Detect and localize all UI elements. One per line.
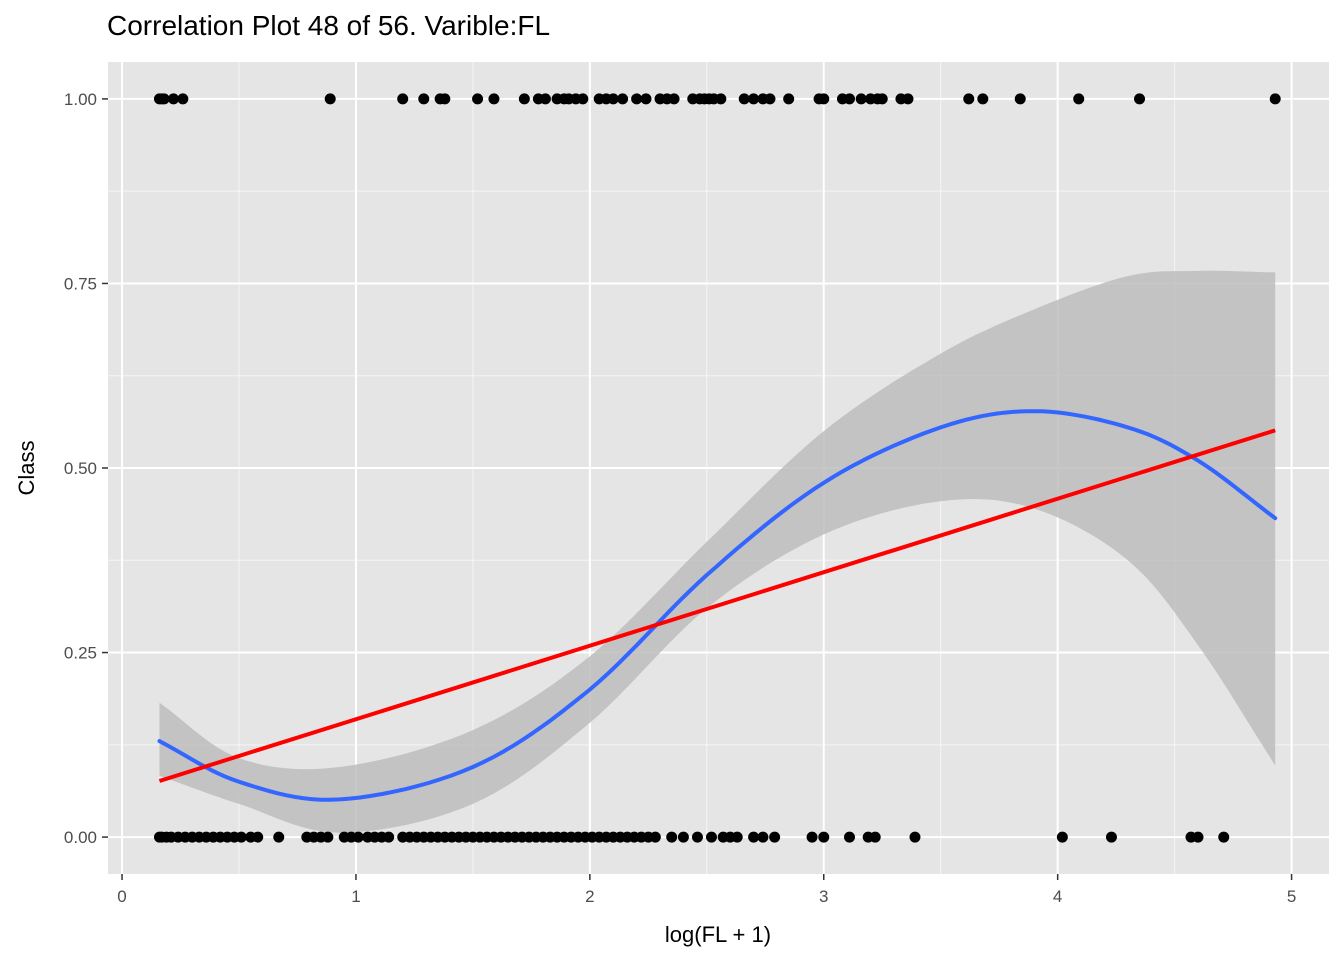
axes: 0 1 2 3 4 5 0.00 0.25 0.50 0.75 1.00 [64,90,1296,906]
data-point-class-0 [352,831,364,843]
data-point-class-0 [818,831,830,843]
x-axis-title: log(FL + 1) [665,922,771,947]
x-tick-label: 4 [1053,887,1062,906]
y-tick-label: 0.50 [64,459,97,478]
data-point-class-1 [963,93,975,105]
data-point-class-0 [252,831,264,843]
data-point-class-0 [1192,831,1204,843]
data-point-class-0 [705,831,717,843]
data-point-class-0 [1105,831,1117,843]
data-point-class-0 [649,831,661,843]
data-point-class-1 [748,93,760,105]
data-point-class-1 [977,93,989,105]
data-point-class-1 [1014,93,1026,105]
data-point-class-1 [738,93,750,105]
data-point-class-0 [1218,831,1230,843]
data-point-class-0 [235,831,247,843]
y-tick-label: 0.25 [64,644,97,663]
linear-fit-line [158,428,1276,783]
data-point-class-0 [666,831,678,843]
data-point-class-1 [539,93,551,105]
y-tick-label: 0.75 [64,274,97,293]
data-point-class-0 [731,831,743,843]
chart-title: Correlation Plot 48 of 56. Varible:FL [107,10,551,41]
data-point-class-0 [383,831,395,843]
data-point-class-1 [876,93,888,105]
data-point-class-1 [518,93,530,105]
data-point-class-0 [691,831,703,843]
data-point-class-0 [843,831,855,843]
data-point-class-1 [167,93,179,105]
data-point-class-1 [843,93,855,105]
confidence-band-layer [159,270,1276,833]
data-point-class-1 [177,93,189,105]
data-point-class-0 [806,831,818,843]
data-point-class-1 [1269,93,1281,105]
data-point-class-1 [439,93,451,105]
y-tick-label: 0.00 [64,828,97,847]
x-tick-label: 2 [585,887,594,906]
y-axis-title: Class [14,440,39,495]
data-point-class-1 [617,93,629,105]
data-point-class-0 [769,831,781,843]
data-point-class-1 [668,93,680,105]
data-point-class-1 [1073,93,1085,105]
data-point-class-1 [764,93,776,105]
x-tick-label: 3 [819,887,828,906]
data-point-class-1 [418,93,430,105]
data-points [153,93,1281,843]
data-point-class-1 [902,93,914,105]
data-point-class-0 [677,831,689,843]
smooth-fit-line [157,409,1278,802]
data-point-class-1 [855,93,867,105]
data-point-class-1 [472,93,484,105]
fit-lines [157,409,1278,802]
x-tick-label: 0 [117,887,126,906]
data-point-class-1 [397,93,409,105]
data-point-class-0 [869,831,881,843]
data-point-class-1 [607,93,619,105]
data-point-class-1 [324,93,336,105]
data-point-class-0 [273,831,285,843]
x-tick-label: 5 [1287,887,1296,906]
data-point-class-0 [1056,831,1068,843]
data-point-class-0 [322,831,334,843]
data-point-class-1 [577,93,589,105]
data-point-class-1 [715,93,727,105]
confidence-band [159,270,1276,833]
data-point-class-1 [631,93,643,105]
data-point-class-0 [748,831,760,843]
y-tick-label: 1.00 [64,90,97,109]
data-point-class-1 [158,93,170,105]
data-point-class-1 [818,93,830,105]
x-tick-label: 1 [351,887,360,906]
data-point-class-1 [1134,93,1146,105]
data-point-class-1 [488,93,500,105]
data-point-class-0 [757,831,769,843]
data-point-class-1 [640,93,652,105]
data-point-class-0 [909,831,921,843]
data-point-class-1 [783,93,795,105]
